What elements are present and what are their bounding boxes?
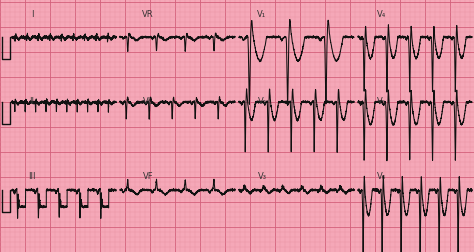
Text: VF: VF bbox=[143, 171, 153, 180]
Text: VR: VR bbox=[142, 10, 154, 19]
Text: I: I bbox=[31, 10, 33, 19]
Text: V₄: V₄ bbox=[377, 10, 387, 19]
Text: VL: VL bbox=[143, 97, 153, 106]
Text: II: II bbox=[29, 97, 35, 106]
Text: V₂: V₂ bbox=[257, 97, 266, 106]
Text: V₃: V₃ bbox=[257, 171, 266, 180]
Text: V₅: V₅ bbox=[377, 97, 387, 106]
Text: V₁: V₁ bbox=[257, 10, 266, 19]
Text: V₆: V₆ bbox=[377, 171, 387, 180]
Text: III: III bbox=[28, 171, 36, 180]
